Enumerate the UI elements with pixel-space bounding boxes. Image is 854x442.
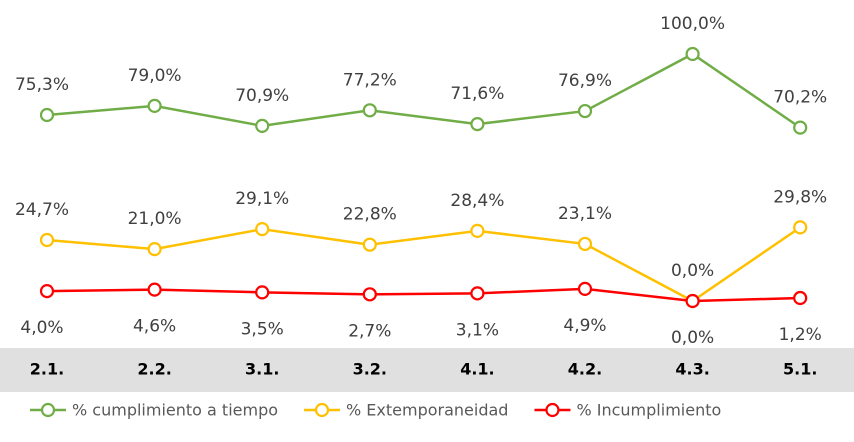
- point: [255, 285, 270, 300]
- data-label: 4,9%: [563, 316, 606, 336]
- x-tick-label: 3.2.: [353, 360, 387, 379]
- legend-marker: [40, 402, 56, 418]
- x-tick-label: 3.1.: [245, 360, 279, 379]
- point: [39, 107, 55, 123]
- series-line: [46, 226, 801, 303]
- point: [39, 284, 55, 299]
- point: [255, 222, 270, 237]
- data-label: 100,0%: [660, 14, 725, 34]
- point: [577, 281, 593, 296]
- data-label: 3,1%: [456, 320, 499, 340]
- point: [470, 286, 485, 301]
- data-label: 24,7%: [15, 200, 69, 220]
- data-label: 28,4%: [450, 191, 504, 211]
- data-label: 0,0%: [671, 328, 714, 348]
- data-label: 29,8%: [773, 187, 827, 207]
- data-label: 21,0%: [128, 209, 182, 229]
- series-line: [46, 287, 801, 303]
- data-label: 4,0%: [20, 318, 63, 338]
- point: [39, 232, 55, 248]
- point: [470, 223, 485, 238]
- data-label: 3,5%: [241, 319, 284, 339]
- x-tick-label: 2.2.: [137, 360, 171, 379]
- legend-marker: [314, 402, 330, 418]
- x-tick-label: 4.1.: [460, 360, 494, 379]
- point: [685, 46, 700, 62]
- point: [362, 103, 377, 118]
- point: [147, 98, 162, 113]
- data-label: 0,0%: [671, 261, 714, 281]
- data-label: 23,1%: [558, 204, 612, 224]
- x-tick-label: 5.1.: [783, 360, 817, 379]
- data-label: 79,0%: [128, 66, 182, 86]
- x-tick-label: 4.2.: [568, 360, 602, 379]
- x-tick-label: 4.3.: [675, 360, 709, 379]
- data-label: 76,9%: [558, 71, 612, 91]
- data-label: 77,2%: [343, 70, 397, 90]
- data-label: 70,9%: [235, 86, 289, 106]
- category-band: [0, 348, 854, 392]
- point: [362, 287, 377, 302]
- data-label: 4,6%: [133, 317, 176, 337]
- data-label: 29,1%: [235, 189, 289, 209]
- legend-label: % Incumplimiento: [576, 401, 721, 420]
- x-tick-label: 2.1.: [30, 360, 64, 379]
- data-label: 70,2%: [773, 88, 827, 108]
- point: [577, 103, 593, 119]
- point: [255, 118, 270, 133]
- point: [793, 220, 808, 235]
- point: [147, 282, 162, 297]
- point: [362, 237, 377, 252]
- point: [147, 242, 162, 257]
- point: [470, 117, 485, 132]
- legend-marker: [545, 402, 560, 418]
- data-label: 2,7%: [348, 321, 391, 341]
- point: [793, 120, 808, 135]
- data-label: 71,6%: [450, 84, 504, 104]
- series-line: [46, 52, 801, 129]
- legend-label: % Extemporaneidad: [346, 401, 508, 420]
- legend-label: % cumplimiento a tiempo: [72, 401, 278, 420]
- point: [685, 293, 700, 309]
- point: [793, 290, 808, 306]
- data-label: 1,2%: [779, 325, 822, 345]
- data-label: 75,3%: [15, 75, 69, 95]
- data-label: 22,8%: [343, 205, 397, 225]
- point: [577, 236, 593, 252]
